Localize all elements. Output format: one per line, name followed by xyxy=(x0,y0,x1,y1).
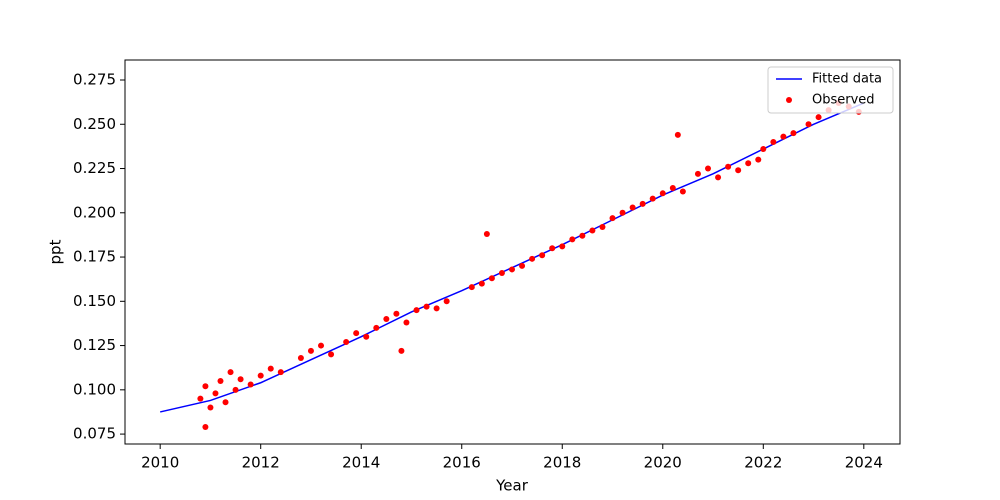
observed-point xyxy=(197,395,204,402)
observed-point xyxy=(508,266,515,273)
observed-point xyxy=(478,280,485,287)
observed-point xyxy=(679,188,686,195)
observed-point xyxy=(343,339,350,346)
fitted-line xyxy=(160,102,865,413)
y-tick-label: 0.075 xyxy=(73,425,116,443)
observed-point xyxy=(328,351,335,358)
x-axis-label: Year xyxy=(495,477,529,495)
observed-point xyxy=(674,131,681,138)
y-tick-label: 0.125 xyxy=(73,336,116,354)
observed-point xyxy=(202,424,209,431)
observed-point xyxy=(669,185,676,191)
observed-point xyxy=(609,215,616,222)
observed-point xyxy=(694,170,701,177)
observed-point xyxy=(307,347,314,354)
observed-point xyxy=(212,390,219,397)
x-tick-label: 2022 xyxy=(744,454,782,472)
observed-point xyxy=(579,232,586,239)
observed-point xyxy=(549,245,556,252)
legend-label: Observed xyxy=(812,93,875,108)
x-tick-label: 2014 xyxy=(342,454,380,472)
observed-point xyxy=(659,190,666,197)
observed-point xyxy=(725,163,732,170)
legend-marker xyxy=(786,97,792,103)
y-axis-label: ppt xyxy=(47,239,65,264)
observed-point xyxy=(222,399,229,406)
observed-point xyxy=(599,223,606,230)
observed-point xyxy=(227,369,234,376)
observed-point xyxy=(805,121,812,128)
observed-point xyxy=(619,209,626,216)
observed-point xyxy=(393,310,400,317)
observed-point xyxy=(760,146,767,153)
x-tick-label: 2016 xyxy=(443,454,481,472)
y-tick-label: 0.250 xyxy=(73,115,116,133)
observed-point xyxy=(237,376,244,383)
observed-point xyxy=(569,236,576,243)
observed-point xyxy=(267,365,274,372)
y-tick-label: 0.275 xyxy=(73,71,116,89)
observed-point xyxy=(745,160,752,167)
x-tick-label: 2010 xyxy=(141,454,179,472)
plot-frame xyxy=(124,59,901,445)
observed-point xyxy=(363,333,370,340)
y-tick-label: 0.150 xyxy=(73,292,116,310)
x-tick-label: 2012 xyxy=(242,454,280,472)
observed-point xyxy=(755,156,762,163)
observed-point xyxy=(257,372,264,379)
observed-point xyxy=(705,165,712,172)
observed-point xyxy=(629,204,636,211)
observed-point xyxy=(277,369,284,376)
observed-point xyxy=(217,377,224,384)
y-tick-label: 0.225 xyxy=(73,159,116,177)
observed-point xyxy=(519,262,526,269)
observed-point xyxy=(413,307,420,314)
y-tick-label: 0.100 xyxy=(73,380,116,398)
observed-point xyxy=(433,305,440,312)
observed-point xyxy=(403,319,410,326)
observed-point xyxy=(202,383,209,390)
observed-point xyxy=(498,269,505,276)
observed-point xyxy=(529,255,536,262)
observed-point xyxy=(483,231,490,238)
observed-point xyxy=(715,174,722,181)
x-tick-label: 2024 xyxy=(845,454,883,472)
observed-point xyxy=(770,138,777,145)
observed-point xyxy=(780,133,787,140)
observed-point xyxy=(232,386,239,393)
observed-point xyxy=(247,381,254,388)
observed-point xyxy=(790,130,797,137)
observed-point xyxy=(443,298,450,305)
observed-point xyxy=(639,200,646,207)
x-tick-label: 2020 xyxy=(644,454,682,472)
x-tick-label: 2018 xyxy=(543,454,581,472)
observed-point xyxy=(297,354,304,361)
observed-point xyxy=(353,330,360,337)
observed-point xyxy=(423,303,430,310)
observed-point xyxy=(488,275,495,282)
observed-point xyxy=(383,316,390,323)
observed-point xyxy=(373,324,380,331)
observed-point xyxy=(559,243,566,250)
observed-point xyxy=(589,227,596,234)
y-tick-label: 0.200 xyxy=(73,203,116,221)
observed-point xyxy=(318,342,325,349)
observed-point xyxy=(649,195,656,202)
legend-label: Fitted data xyxy=(812,72,882,87)
observed-point xyxy=(398,347,405,354)
observed-point xyxy=(815,114,822,121)
y-tick-label: 0.175 xyxy=(73,248,116,266)
observed-point xyxy=(468,284,475,291)
observed-point xyxy=(207,404,214,411)
observed-point xyxy=(539,252,546,259)
observed-point xyxy=(735,167,742,174)
